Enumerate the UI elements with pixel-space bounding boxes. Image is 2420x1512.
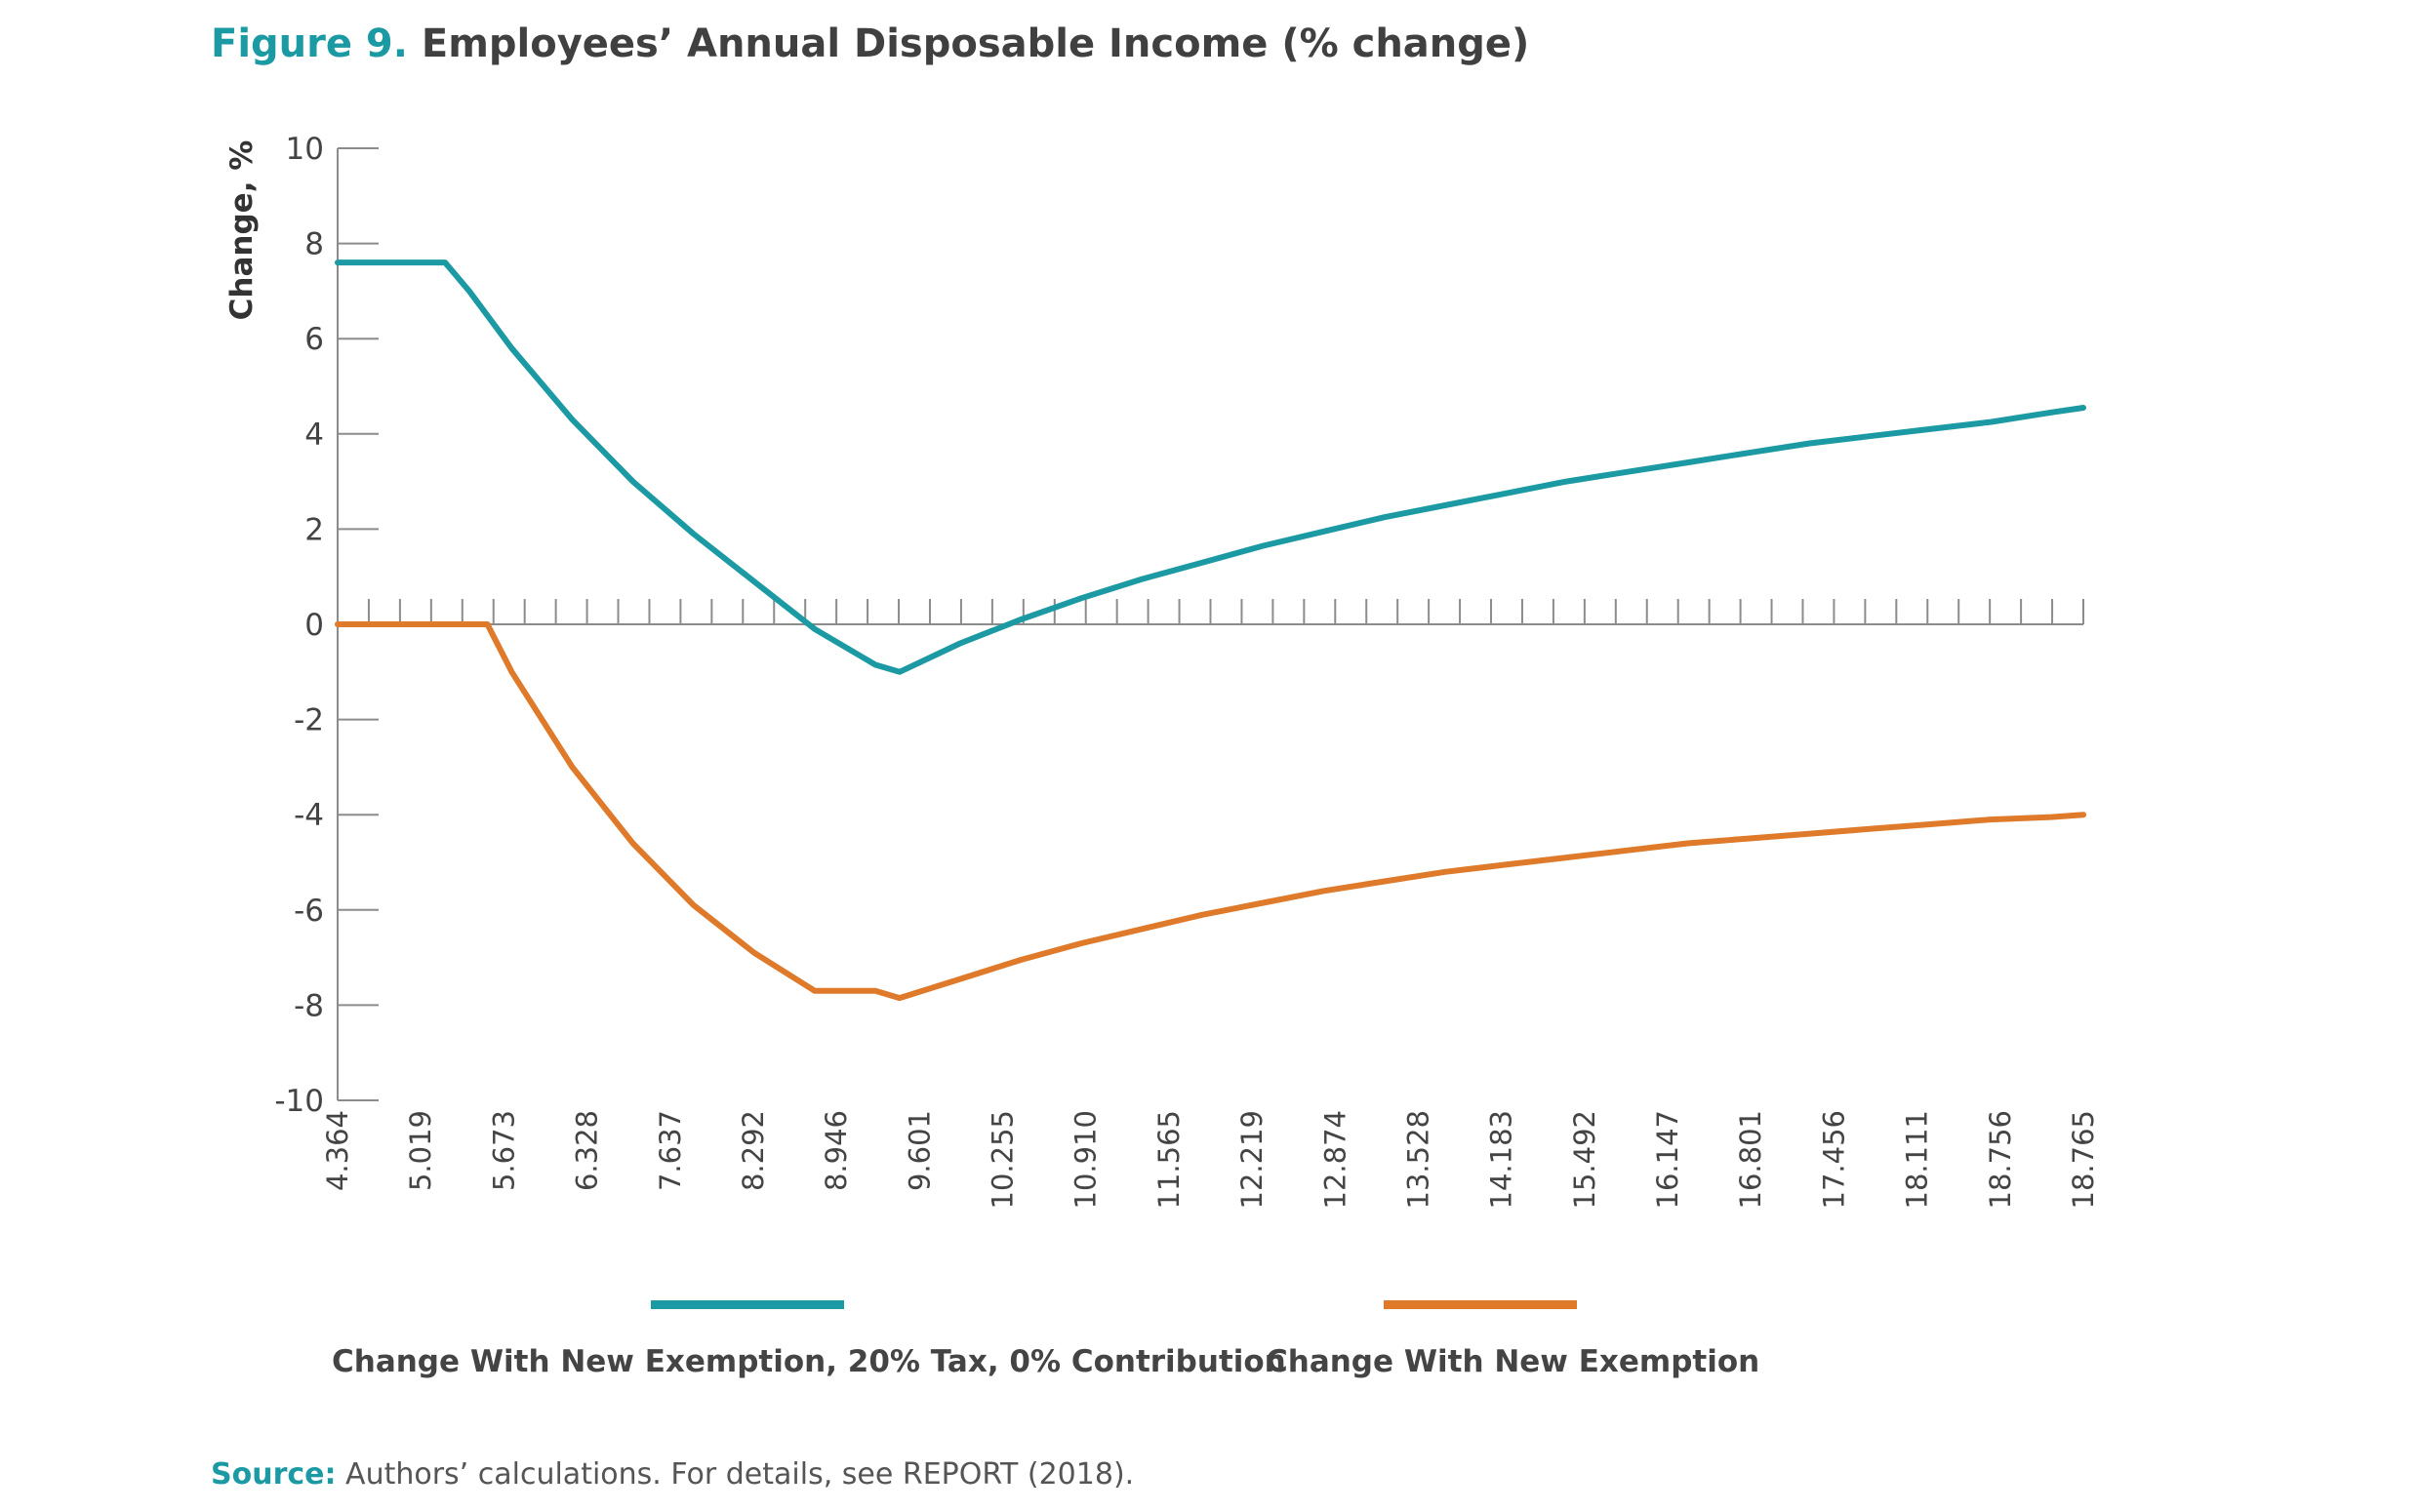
figure-label: Figure 9.	[211, 21, 408, 66]
x-tick-label: 18.765	[2067, 1110, 2100, 1209]
figure-title: Figure 9. Employees’ Annual Disposable I…	[211, 21, 1529, 66]
x-tick-label: 8.946	[820, 1110, 853, 1191]
source-label: Source:	[211, 1457, 337, 1492]
x-tick-label: 12.874	[1318, 1110, 1351, 1209]
figure-title-text: Employees’ Annual Disposable Income (% c…	[421, 21, 1530, 66]
x-tick-label: 8.292	[737, 1110, 770, 1191]
x-tick-label: 10.255	[987, 1110, 1020, 1209]
x-tick-label: 15.492	[1568, 1110, 1601, 1209]
y-tick-label: 10	[286, 132, 324, 167]
y-tick-label: 2	[304, 512, 324, 547]
x-tick-label: 17.456	[1817, 1110, 1850, 1209]
x-tick-label: 7.637	[654, 1110, 687, 1191]
x-tick-label: 18.111	[1901, 1110, 1934, 1209]
y-tick-label: -2	[294, 703, 324, 738]
x-tick-label: 12.219	[1235, 1110, 1269, 1209]
legend-swatch-orange	[1384, 1300, 1577, 1309]
x-tick-label: 11.565	[1152, 1110, 1186, 1209]
x-tick-label: 5.673	[487, 1110, 520, 1191]
source-note: Source: Authors’ calculations. For detai…	[211, 1457, 1134, 1492]
x-tick-label: 18.756	[1984, 1110, 2017, 1209]
y-tick-label: 8	[304, 227, 324, 262]
x-tick-label: 16.801	[1734, 1110, 1767, 1209]
legend-label-orange: Change With New Exemption	[1266, 1344, 1760, 1379]
y-tick-label: 6	[304, 322, 324, 357]
x-tick-label: 6.328	[571, 1110, 604, 1191]
x-tick-label: 16.147	[1651, 1110, 1684, 1209]
legend-label-teal: Change With New Exemption, 20% Tax, 0% C…	[332, 1344, 1286, 1379]
x-tick-label: 9.601	[903, 1110, 936, 1191]
y-tick-label: -10	[274, 1084, 324, 1119]
x-tick-label: 14.183	[1485, 1110, 1518, 1209]
y-axis-title: Change, %	[224, 140, 260, 321]
y-tick-label: -8	[294, 988, 324, 1023]
y-tick-label: 4	[304, 418, 324, 453]
series-line-0	[335, 259, 2086, 675]
source-text: Authors’ calculations. For details, see …	[345, 1457, 1135, 1492]
x-tick-label: 4.364	[321, 1110, 354, 1191]
y-tick-label: -6	[294, 894, 324, 929]
series-line-1	[335, 621, 2086, 1002]
y-tick-label: 0	[304, 608, 324, 643]
x-tick-label: 5.019	[404, 1110, 437, 1191]
legend-swatch-teal	[651, 1300, 844, 1309]
x-tick-label: 13.528	[1401, 1110, 1434, 1209]
y-tick-label: -4	[294, 798, 324, 833]
x-tick-label: 10.910	[1069, 1110, 1103, 1209]
